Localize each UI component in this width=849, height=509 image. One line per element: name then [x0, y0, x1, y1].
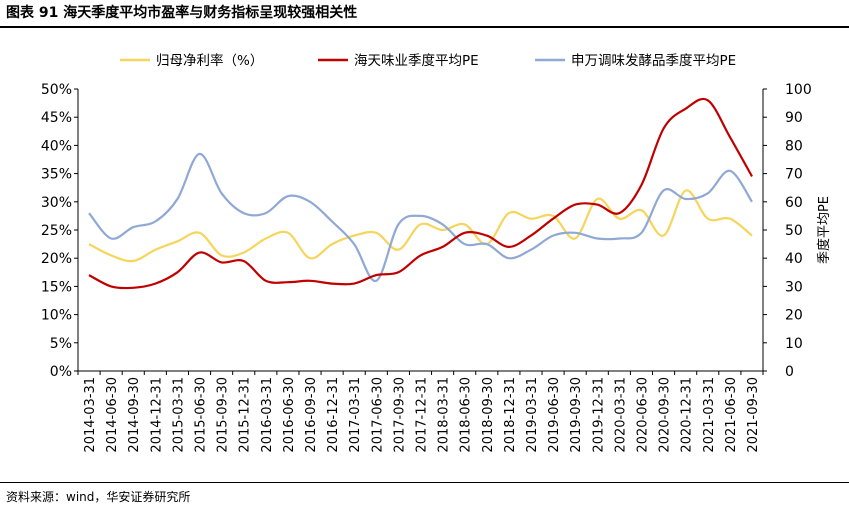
right-tick-label: 10	[785, 336, 803, 352]
left-tick-label: 0%	[50, 364, 72, 380]
left-tick-label: 45%	[41, 110, 72, 126]
x-tick-label: 2017-06-30	[370, 377, 385, 453]
title-rule	[0, 26, 849, 28]
x-tick-label: 2017-03-31	[348, 377, 363, 453]
series-line-2	[88, 97, 753, 290]
axes: 0% 5% 10% 15% 20% 25% 30% 35% 40% 45% 50% 0 10 20 30 40…	[41, 82, 832, 453]
left-tick-label: 50%	[41, 82, 72, 98]
x-tick-label: 2016-12-31	[326, 377, 341, 453]
left-tick-label: 25%	[41, 223, 72, 239]
right-tick-label: 90	[785, 110, 803, 126]
x-tick-label: 2020-09-30	[658, 377, 673, 453]
x-tick-label: 2019-03-31	[525, 377, 540, 453]
left-tick-label: 30%	[41, 195, 72, 211]
x-tick-label: 2019-09-30	[569, 377, 584, 453]
legend: 归母净利率（%） 海天味业季度平均PE 申万调味发酵品季度平均PE	[120, 52, 736, 69]
x-tick-label: 2016-03-31	[260, 377, 275, 453]
series-line-3	[88, 152, 753, 282]
x-tick-label: 2018-06-30	[459, 377, 474, 453]
x-tick-label: 2019-12-31	[591, 377, 606, 453]
x-tick-label: 2018-03-31	[437, 377, 452, 453]
right-tick-label: 80	[785, 138, 803, 154]
x-tick-label: 2017-12-31	[415, 377, 430, 453]
right-tick-label: 0	[785, 364, 794, 380]
legend-label-2: 海天味业季度平均PE	[354, 53, 479, 69]
x-tick-label: 2014-12-31	[149, 377, 164, 453]
x-tick-label: 2020-03-31	[613, 377, 628, 453]
right-tick-label: 20	[785, 308, 803, 324]
series-line-1	[88, 189, 753, 263]
x-tick-label: 2015-03-31	[171, 377, 186, 453]
x-tick-label: 2021-06-30	[724, 377, 739, 453]
bottom-rule	[0, 482, 849, 483]
x-tick-label: 2014-06-30	[105, 377, 120, 453]
x-tick-label: 2015-12-31	[238, 377, 253, 453]
left-tick-label: 5%	[50, 336, 72, 352]
x-tick-label: 2015-06-30	[194, 377, 209, 453]
left-tick-label: 40%	[41, 138, 72, 154]
right-tick-label: 70	[785, 167, 803, 183]
right-tick-label: 100	[785, 82, 812, 98]
x-tick-label: 2016-09-30	[304, 377, 319, 453]
x-tick-label: 2021-09-30	[746, 377, 761, 453]
right-tick-label: 60	[785, 195, 803, 211]
left-tick-label: 15%	[41, 279, 72, 295]
x-tick-label: 2021-03-31	[702, 377, 717, 453]
left-tick-label: 20%	[41, 251, 72, 267]
right-tick-label: 30	[785, 279, 803, 295]
right-tick-label: 40	[785, 251, 803, 267]
x-tick-label: 2014-09-30	[127, 377, 142, 453]
x-tick-label: 2020-06-30	[635, 377, 650, 453]
left-tick-label: 35%	[41, 167, 72, 183]
x-tick-label: 2014-03-31	[83, 377, 98, 453]
x-tick-label: 2019-06-30	[547, 377, 562, 453]
left-tick-label: 10%	[41, 308, 72, 324]
legend-label-3: 申万调味发酵品季度平均PE	[571, 53, 736, 69]
x-tick-label: 2016-06-30	[282, 377, 297, 453]
x-tick-label: 2015-09-30	[216, 377, 231, 453]
plot-lines	[88, 97, 753, 290]
legend-label-1: 归母净利率（%）	[156, 52, 263, 69]
x-tick-label: 2018-12-31	[503, 377, 518, 453]
figure-title: 图表 91 海天季度平均市盈率与财务指标呈现较强相关性	[6, 5, 358, 21]
x-tick-label: 2017-09-30	[392, 377, 407, 453]
x-tick-label: 2020-12-31	[680, 377, 695, 453]
right-tick-label: 50	[785, 223, 803, 239]
chart: 归母净利率（%） 海天味业季度平均PE 申万调味发酵品季度平均PE 0% 5% 10% 1…	[41, 52, 832, 453]
right-axis-title: 季度平均PE	[816, 196, 832, 264]
source-note: 资料来源：wind，华安证券研究所	[6, 490, 191, 504]
x-tick-label: 2018-09-30	[481, 377, 496, 453]
